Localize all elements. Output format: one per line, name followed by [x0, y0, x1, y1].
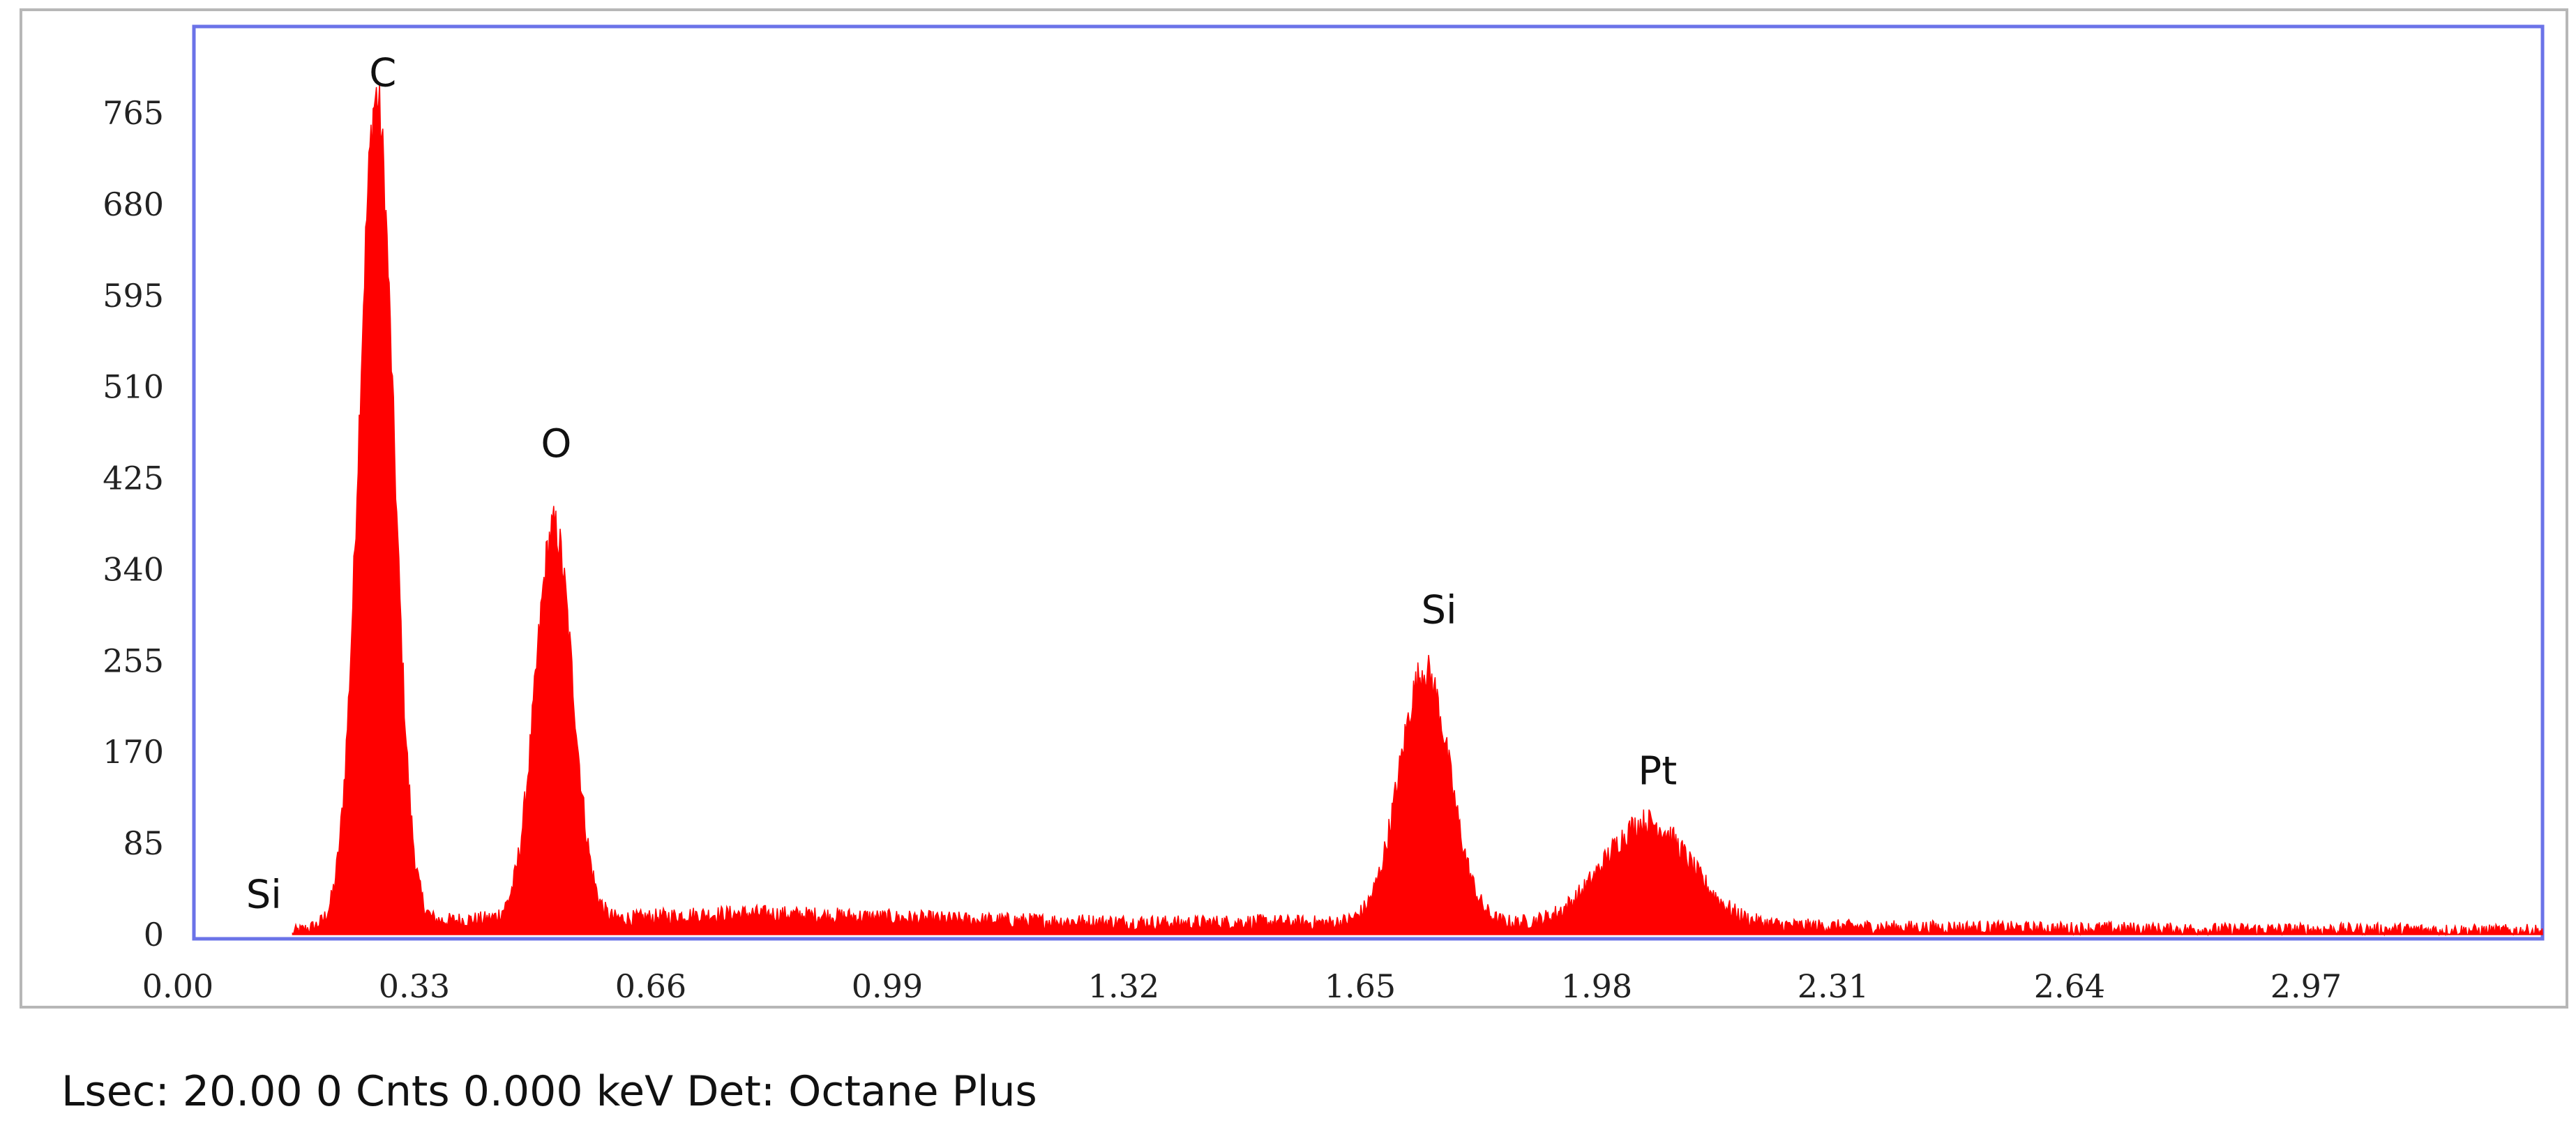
y-axis: 0 85 170 255 340 425 510 595 680 765 — [103, 94, 164, 953]
peak-label-pt: Pt — [1638, 748, 1677, 794]
y-tick-label: 0 — [144, 916, 164, 953]
peak-label-c: C — [369, 51, 396, 96]
x-tick-label: 1.65 — [1325, 967, 1396, 1005]
y-tick-label: 680 — [103, 186, 164, 223]
x-tick-label: 2.64 — [2034, 967, 2105, 1005]
x-tick-label: 1.32 — [1088, 967, 1159, 1005]
y-tick-label: 765 — [103, 94, 164, 132]
x-tick-label: 2.31 — [1798, 967, 1869, 1005]
spectrum-area — [292, 83, 2543, 937]
y-tick-label: 425 — [103, 460, 164, 497]
x-tick-label: 0.66 — [615, 967, 686, 1005]
x-tick-label: 0.00 — [142, 967, 213, 1005]
status-bar-text: Lsec: 20.00 0 Cnts 0.000 keV Det: Octane… — [61, 1067, 1037, 1116]
spectrum-layer — [292, 83, 2543, 937]
y-tick-label: 510 — [103, 368, 164, 406]
x-tick-label: 2.97 — [2270, 967, 2342, 1005]
y-tick-label: 85 — [123, 824, 164, 862]
x-tick-label: 0.33 — [379, 967, 450, 1005]
peak-label-si: Si — [1421, 587, 1456, 633]
x-axis: 0.00 0.33 0.66 0.99 1.32 1.65 1.98 2.31 2.64 2.97 — [142, 967, 2342, 1005]
peak-labels: Si C O Si Pt — [246, 51, 1677, 918]
y-tick-label: 255 — [103, 642, 164, 679]
peak-label-si: Si — [246, 873, 282, 918]
x-tick-label: 1.98 — [1561, 967, 1632, 1005]
y-tick-label: 595 — [103, 277, 164, 315]
x-tick-label: 0.99 — [852, 967, 923, 1005]
y-tick-label: 340 — [103, 550, 164, 588]
peak-label-o: O — [541, 421, 571, 467]
y-tick-label: 170 — [103, 733, 164, 771]
plot-frame — [192, 24, 2545, 941]
